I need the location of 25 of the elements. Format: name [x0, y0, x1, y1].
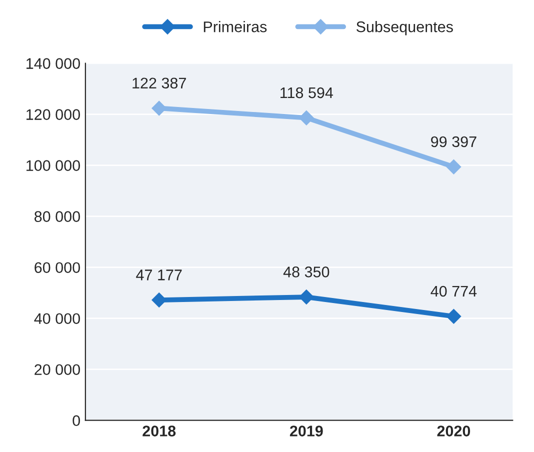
y-tick-label: 20 000	[34, 364, 80, 376]
data-label: 48 350	[283, 266, 330, 278]
y-tick-label: 120 000	[26, 109, 80, 120]
data-label: 99 397	[431, 136, 476, 148]
y-tick-label: 0	[72, 415, 80, 426]
y-tick-label: 100 000	[26, 160, 80, 171]
legend-label: Primeiras	[204, 21, 267, 32]
point	[152, 292, 166, 308]
legend-label: Subsequentes	[356, 21, 453, 36]
y-tick-label: 140 000	[26, 58, 80, 69]
y-tick-label: 80 000	[34, 211, 80, 222]
point	[299, 110, 314, 126]
point	[446, 308, 462, 324]
data-label: 40 774	[430, 286, 477, 297]
point	[152, 100, 166, 116]
data-label: 122 387	[132, 78, 186, 89]
x-tick-label: 2019	[290, 426, 323, 436]
y-tick-label: 60 000	[34, 262, 80, 274]
y-tick-label: 40 000	[34, 313, 80, 324]
data-label: 47 177	[136, 270, 182, 280]
x-tick-label: 2020	[437, 426, 470, 436]
point	[299, 290, 314, 304]
point	[446, 159, 462, 174]
data-label: 118 594	[280, 87, 334, 98]
x-tick-label: 2018	[142, 426, 176, 436]
